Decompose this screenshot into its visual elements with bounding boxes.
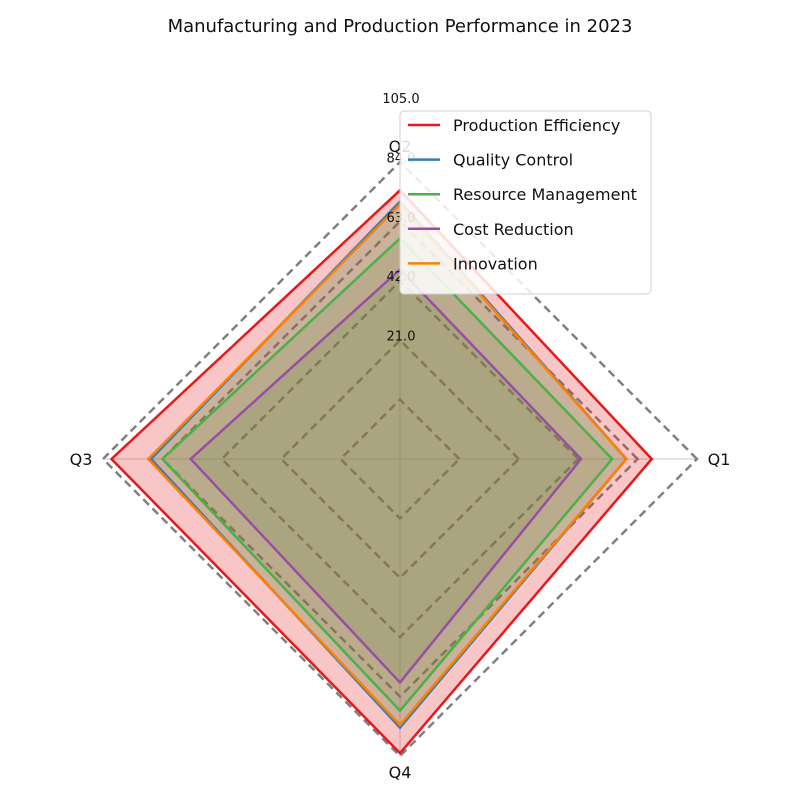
radial-tick-label: 21.0 bbox=[387, 330, 416, 345]
radial-tick-label: 105.0 bbox=[382, 92, 419, 107]
series-fill-innovation bbox=[148, 204, 627, 725]
legend-box bbox=[399, 110, 652, 295]
series-fill-production-efficiency bbox=[111, 190, 652, 754]
category-label: Q1 bbox=[708, 450, 731, 469]
legend-label: Quality Control bbox=[453, 151, 573, 170]
legend-label: Resource Management bbox=[453, 185, 637, 204]
grid-ring-1 bbox=[279, 338, 521, 580]
legend-label: Production Efficiency bbox=[453, 116, 620, 135]
series-fill-resource-management bbox=[162, 238, 613, 711]
series-line-cost-reduction bbox=[188, 267, 583, 685]
grid-ring-0 bbox=[338, 397, 462, 521]
chart-title: Manufacturing and Production Performance… bbox=[167, 16, 633, 37]
series-fill-quality-control bbox=[151, 201, 627, 728]
series-line-resource-management bbox=[160, 236, 614, 713]
category-label: Q4 bbox=[389, 763, 412, 782]
category-label: Q3 bbox=[70, 450, 93, 469]
legend-label: Cost Reduction bbox=[453, 220, 574, 239]
legend-label: Innovation bbox=[453, 254, 538, 273]
